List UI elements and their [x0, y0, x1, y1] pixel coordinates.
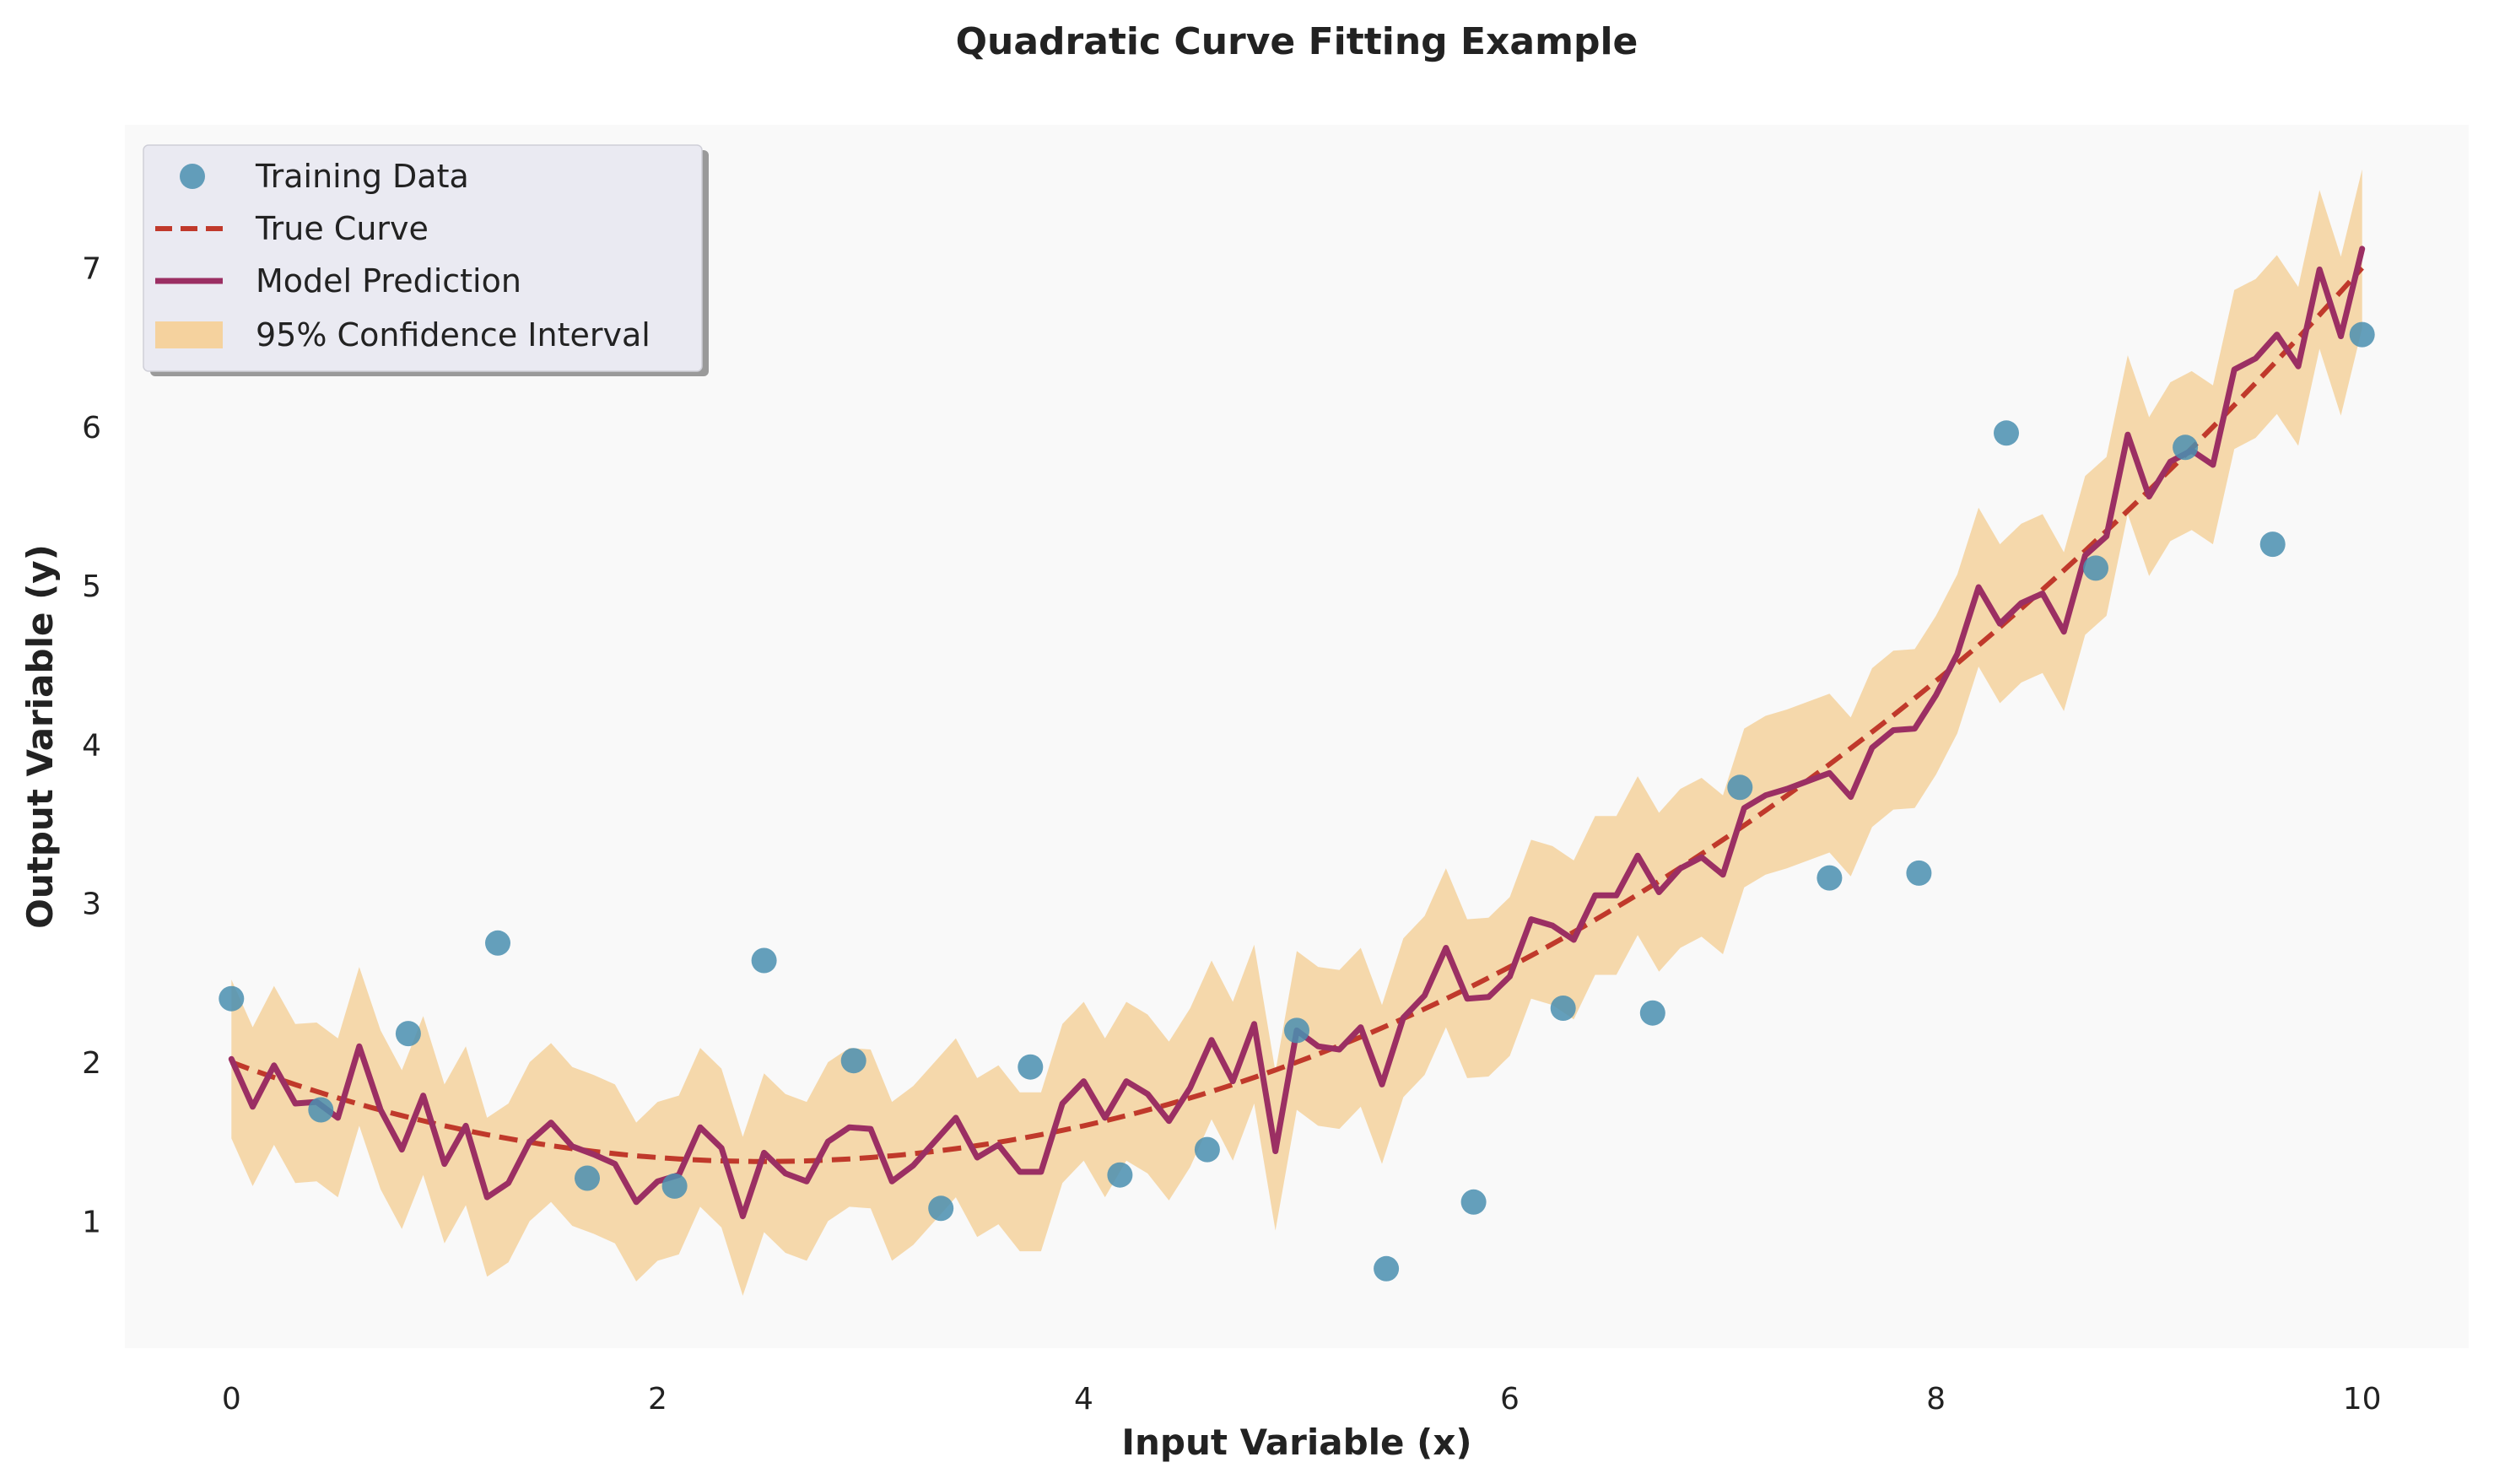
training-point: [485, 930, 510, 956]
confidence-band: [231, 169, 2362, 1296]
training-point: [308, 1097, 334, 1123]
y-tick-label: 5: [82, 569, 101, 604]
x-tick-label: 2: [648, 1382, 667, 1417]
training-point: [751, 947, 777, 974]
y-tick-label: 6: [82, 411, 101, 445]
y-axis-label: Output Variable (y): [19, 544, 61, 929]
training-point: [1194, 1136, 1220, 1163]
legend-training-marker: [180, 164, 205, 189]
training-point: [1906, 860, 1932, 886]
y-tick-label: 7: [82, 252, 101, 287]
x-tick-label: 10: [2343, 1382, 2382, 1417]
x-tick-label: 0: [222, 1382, 241, 1417]
legend-training-label: Training Data: [255, 158, 469, 195]
confidence-band-layer: [231, 169, 2362, 1296]
y-tick-label: 1: [82, 1205, 101, 1239]
training-point: [1639, 1000, 1665, 1026]
training-point: [1284, 1017, 1309, 1044]
y-tick-label: 4: [82, 728, 101, 763]
training-point: [1550, 996, 1576, 1021]
training-point: [2349, 321, 2375, 348]
y-tick-label: 3: [82, 888, 101, 922]
training-point: [928, 1195, 954, 1222]
training-point: [1817, 865, 1843, 891]
legend-confidence-label: 95% Confidence Interval: [256, 316, 650, 353]
training-point: [395, 1021, 421, 1047]
training-point: [2259, 532, 2286, 558]
legend: Training Data True Curve Model Predictio…: [143, 144, 709, 376]
training-point: [840, 1048, 866, 1074]
training-point: [1994, 420, 2019, 446]
training-point: [219, 985, 245, 1012]
x-tick-label: 6: [1500, 1382, 1520, 1417]
x-axis-label: Input Variable (x): [1121, 1422, 1471, 1463]
training-data-layer: [219, 321, 2375, 1282]
y-tick-label: 2: [82, 1046, 101, 1081]
training-point: [1018, 1054, 1044, 1080]
legend-true-curve-label: True Curve: [255, 210, 429, 247]
training-point: [1374, 1255, 1400, 1282]
training-point: [575, 1165, 600, 1191]
training-point: [1107, 1162, 1133, 1188]
legend-model-label: Model Prediction: [256, 262, 521, 299]
x-tick-label: 8: [1926, 1382, 1946, 1417]
training-point: [661, 1173, 688, 1199]
x-tick-label: 4: [1074, 1382, 1093, 1417]
legend-box: [143, 144, 703, 372]
training-point: [2083, 555, 2108, 581]
chart-title: Quadratic Curve Fitting Example: [956, 20, 1638, 63]
training-point: [1727, 774, 1753, 801]
training-point: [2173, 434, 2199, 461]
training-point: [1460, 1189, 1487, 1215]
legend-confidence-marker: [155, 321, 223, 348]
